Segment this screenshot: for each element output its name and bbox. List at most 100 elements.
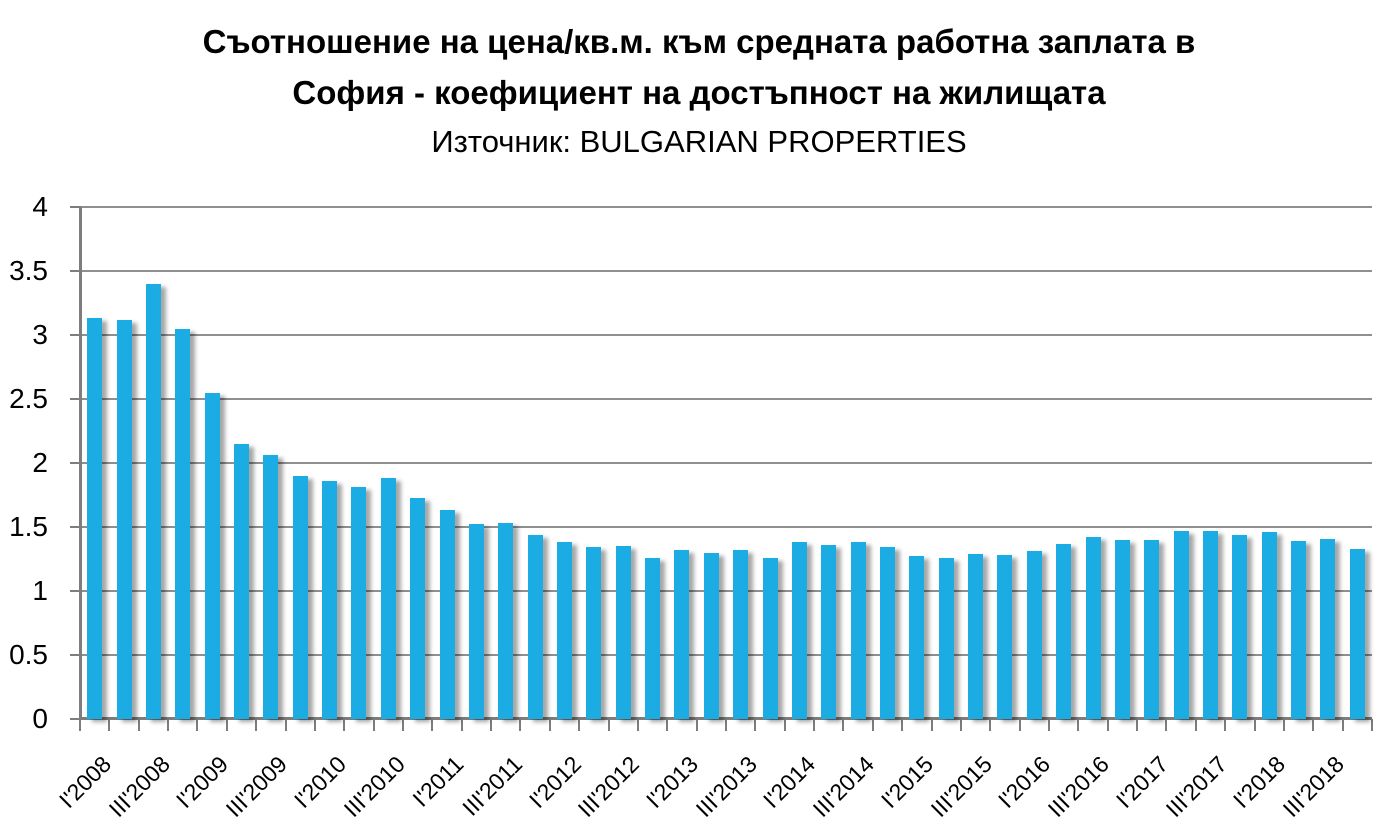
- x-axis-tick: [284, 719, 287, 731]
- x-axis-tick: [959, 719, 962, 731]
- x-tick-label-text: III'2015: [925, 750, 997, 823]
- bar: [292, 475, 308, 719]
- bar: [850, 542, 866, 719]
- x-axis-tick: [1224, 719, 1227, 731]
- bar: [87, 318, 103, 719]
- x-axis-tick: [372, 719, 375, 731]
- bar: [1203, 530, 1218, 719]
- x-axis-tick: [196, 719, 199, 731]
- x-axis-tick: [1106, 719, 1109, 731]
- bar: [880, 547, 895, 719]
- y-axis-tick: [70, 590, 81, 592]
- x-axis-tick: [1136, 719, 1139, 731]
- x-axis-tick: [1048, 719, 1050, 731]
- x-axis-tick: [343, 719, 346, 731]
- x-axis-tick: [1371, 719, 1373, 731]
- bar: [204, 392, 220, 719]
- y-axis-line: [79, 207, 82, 719]
- x-axis-tick: [519, 719, 522, 731]
- gridline: [80, 654, 1372, 656]
- x-axis-tick: [1312, 719, 1315, 731]
- bar: [175, 328, 191, 719]
- bar: [468, 524, 484, 719]
- x-axis-tick: [255, 719, 258, 731]
- x-axis-line: [80, 717, 1372, 720]
- bar: [791, 542, 807, 719]
- x-axis-tick: [578, 719, 581, 731]
- bar: [703, 552, 719, 719]
- bar: [1114, 539, 1130, 719]
- gridline: [80, 270, 1372, 272]
- x-tick-label-text: III'2013: [690, 750, 762, 823]
- x-axis-tick: [1018, 719, 1021, 731]
- x-axis-tick: [313, 719, 316, 731]
- y-tick-label: 3: [32, 319, 48, 350]
- x-axis-tick: [1165, 719, 1168, 731]
- x-axis-tick: [1077, 719, 1080, 731]
- bar: [116, 319, 132, 719]
- y-axis-tick: [70, 526, 81, 528]
- bar: [439, 510, 455, 719]
- x-axis-tick: [490, 719, 493, 731]
- x-tick-label-text: III'2010: [338, 750, 410, 823]
- x-axis-tick: [431, 719, 434, 731]
- y-tick-label: 0: [32, 703, 48, 734]
- x-axis-tick: [813, 719, 816, 731]
- y-tick-label: 2: [32, 447, 48, 478]
- bar: [1320, 538, 1336, 719]
- x-tick-label-text: III'2016: [1042, 750, 1115, 823]
- x-axis-tick: [636, 719, 639, 731]
- y-axis-tick: [70, 718, 81, 720]
- bar: [527, 534, 543, 719]
- bar: [586, 547, 602, 719]
- x-axis-tick: [695, 719, 698, 731]
- bar: [263, 455, 279, 719]
- bar: [909, 556, 925, 719]
- y-tick-label: 3.5: [9, 255, 48, 286]
- bar: [1144, 539, 1160, 719]
- gridline: [80, 590, 1372, 592]
- y-tick-label: 1: [32, 575, 48, 606]
- bar: [997, 555, 1013, 719]
- bar: [1261, 532, 1277, 719]
- x-axis-tick: [548, 719, 551, 731]
- y-tick-label: 2.5: [9, 383, 48, 414]
- gridline: [80, 398, 1372, 400]
- bar: [821, 544, 837, 719]
- bar: [1232, 534, 1248, 719]
- bar: [145, 283, 161, 719]
- x-axis-tick: [137, 719, 140, 731]
- chart-title-block: Съотношение на цена/кв.м. към средната р…: [0, 16, 1398, 166]
- y-axis-tick: [70, 398, 81, 400]
- x-axis-tick: [167, 719, 170, 731]
- x-tick-label-text: III'2009: [220, 750, 293, 823]
- x-axis-tick: [666, 719, 669, 731]
- x-axis-tick: [754, 719, 757, 731]
- gridline: [80, 206, 1372, 208]
- bar: [1056, 543, 1072, 719]
- y-axis-tick: [70, 206, 81, 208]
- x-axis-tick: [1282, 719, 1285, 731]
- bar: [351, 487, 367, 719]
- x-tick-label-text: III'2012: [573, 750, 645, 823]
- bar: [968, 553, 984, 719]
- y-axis-tick: [70, 334, 81, 336]
- y-tick-label: 4: [32, 191, 48, 222]
- y-axis-tick: [70, 462, 81, 464]
- x-axis-tick: [402, 719, 404, 731]
- x-axis-tick: [1253, 719, 1256, 731]
- x-axis-tick: [783, 719, 786, 731]
- x-axis-tick: [930, 719, 933, 731]
- x-axis-tick: [871, 719, 874, 731]
- x-axis-tick: [842, 719, 845, 731]
- gridline: [80, 526, 1372, 528]
- bar: [938, 557, 954, 719]
- y-tick-label: 0.5: [9, 639, 48, 670]
- x-axis-tick: [989, 719, 992, 731]
- x-axis-tick: [901, 719, 904, 731]
- bar: [762, 557, 778, 719]
- x-tick-label-text: III'2017: [1160, 750, 1232, 823]
- bar: [645, 557, 661, 719]
- y-axis-tick: [70, 270, 81, 272]
